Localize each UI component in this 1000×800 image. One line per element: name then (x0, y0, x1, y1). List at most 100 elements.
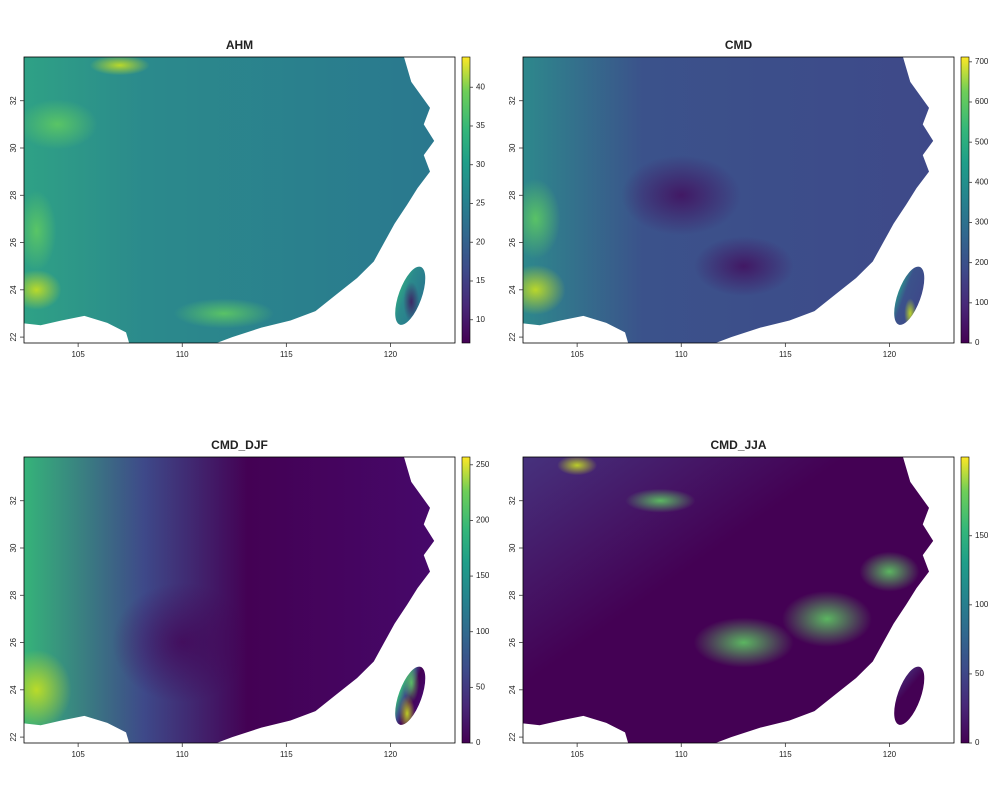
raster (523, 457, 934, 743)
y-tick-label: 24 (9, 285, 18, 294)
colorbar (461, 456, 471, 744)
texture-spot (24, 269, 62, 310)
y-tick-label: 30 (9, 543, 18, 552)
x-tick-label: 105 (570, 350, 584, 359)
colorbar-tick-label: 15 (476, 276, 485, 285)
colorbar-tick-label: 30 (476, 160, 485, 169)
plot-frame (23, 56, 456, 344)
x-tick-label: 120 (384, 750, 398, 759)
texture-spot (693, 236, 794, 297)
plot-frame (522, 456, 955, 744)
x-tick-label: 115 (280, 350, 293, 359)
colorbar-tick-label: 300 (975, 218, 989, 227)
taiwan (894, 266, 925, 325)
y-tick-label: 22 (508, 332, 517, 341)
x-tick-label: 115 (779, 750, 792, 759)
colorbar-tick-label: 10 (476, 315, 485, 324)
texture-spot (523, 178, 561, 259)
texture (523, 155, 917, 329)
map-panel: CMD_DJF 105 110 115 120 22 24 26 28 30 32 0 50 100 150… (9, 438, 490, 759)
colorbar-tick-label: 20 (476, 237, 485, 246)
x-tick-label: 105 (71, 750, 85, 759)
colorbar-tick-label: 400 (975, 177, 989, 186)
colorbar-tick-label: 0 (975, 738, 980, 747)
x-tick-label: 110 (176, 750, 189, 759)
colorbar (461, 56, 471, 344)
colorbar (960, 56, 970, 344)
land (24, 57, 435, 343)
colorbar-tick-label: 50 (975, 669, 984, 678)
panel-title: CMD (725, 38, 753, 52)
x-tick-label: 115 (280, 750, 293, 759)
texture-spot (557, 457, 598, 476)
raster (24, 457, 435, 743)
x-tick-label: 110 (675, 350, 688, 359)
y-tick-label: 28 (9, 190, 18, 199)
colorbar-tick-label: 50 (476, 682, 485, 691)
colorbar-tick-label: 150 (476, 571, 490, 580)
taiwan (894, 666, 925, 725)
texture-spot (24, 99, 98, 150)
texture-spot (859, 551, 920, 592)
colorbar-tick-label: 200 (476, 516, 490, 525)
y-tick-label: 30 (9, 143, 18, 152)
colorbar-tick-label: 40 (476, 82, 485, 91)
colorbar-tick-label: 250 (476, 460, 490, 469)
colorbar-tick-label: 700 (975, 57, 989, 66)
plot-frame (522, 56, 955, 344)
x-tick-label: 120 (384, 350, 398, 359)
texture-spot (904, 298, 917, 329)
raster (24, 57, 435, 343)
texture-spot (24, 649, 72, 730)
y-tick-label: 24 (508, 285, 517, 294)
x-tick-label: 110 (675, 750, 688, 759)
y-tick-label: 24 (508, 685, 517, 694)
colorbar-tick-label: 35 (476, 121, 485, 130)
colorbar-tick-label: 0 (476, 738, 481, 747)
panel-title: CMD_DJF (211, 438, 268, 452)
y-tick-label: 26 (9, 238, 18, 247)
panel-title: CMD_JJA (710, 438, 766, 452)
texture (24, 582, 420, 732)
y-tick-label: 28 (508, 590, 517, 599)
y-tick-label: 30 (508, 143, 517, 152)
y-tick-label: 28 (9, 590, 18, 599)
y-tick-label: 28 (508, 190, 517, 199)
texture (557, 457, 920, 668)
x-tick-label: 115 (779, 350, 792, 359)
texture-spot (403, 281, 420, 322)
texture-spot (621, 155, 742, 236)
y-tick-label: 26 (9, 638, 18, 647)
map-panel: CMD 105 110 115 120 22 24 26 28 30 32 0 100 200 300 400… (508, 38, 989, 359)
x-tick-label: 105 (71, 350, 85, 359)
texture-spot (112, 582, 253, 703)
colorbar-tick-label: 100 (975, 298, 989, 307)
map-panel: CMD_JJA 105 110 115 120 22 24 26 28 30 32 0 50 100 150 (508, 438, 989, 759)
texture-spot (625, 488, 696, 513)
panel-title: AHM (226, 38, 253, 52)
y-tick-label: 24 (9, 685, 18, 694)
texture-spot (89, 57, 150, 76)
x-tick-label: 120 (883, 750, 897, 759)
texture-spot (781, 590, 872, 647)
y-tick-label: 32 (9, 96, 18, 105)
plot-frame (23, 456, 456, 744)
texture-spot (693, 617, 794, 668)
y-tick-label: 30 (508, 543, 517, 552)
texture (24, 57, 420, 329)
texture-spot (173, 298, 274, 329)
colorbar (960, 456, 970, 744)
y-tick-label: 32 (508, 496, 517, 505)
map-panel: AHM 105 110 115 120 22 24 26 28 30 32 10 15 20 25 30 35 4… (9, 38, 485, 359)
y-tick-label: 32 (508, 96, 517, 105)
colorbar-tick-label: 100 (476, 627, 490, 636)
y-tick-label: 32 (9, 496, 18, 505)
y-tick-label: 22 (508, 732, 517, 741)
y-tick-label: 22 (9, 332, 18, 341)
colorbar-tick-label: 150 (975, 531, 989, 540)
y-tick-label: 22 (9, 732, 18, 741)
land (523, 457, 934, 743)
colorbar-tick-label: 25 (476, 199, 485, 208)
texture-spot (24, 190, 57, 271)
